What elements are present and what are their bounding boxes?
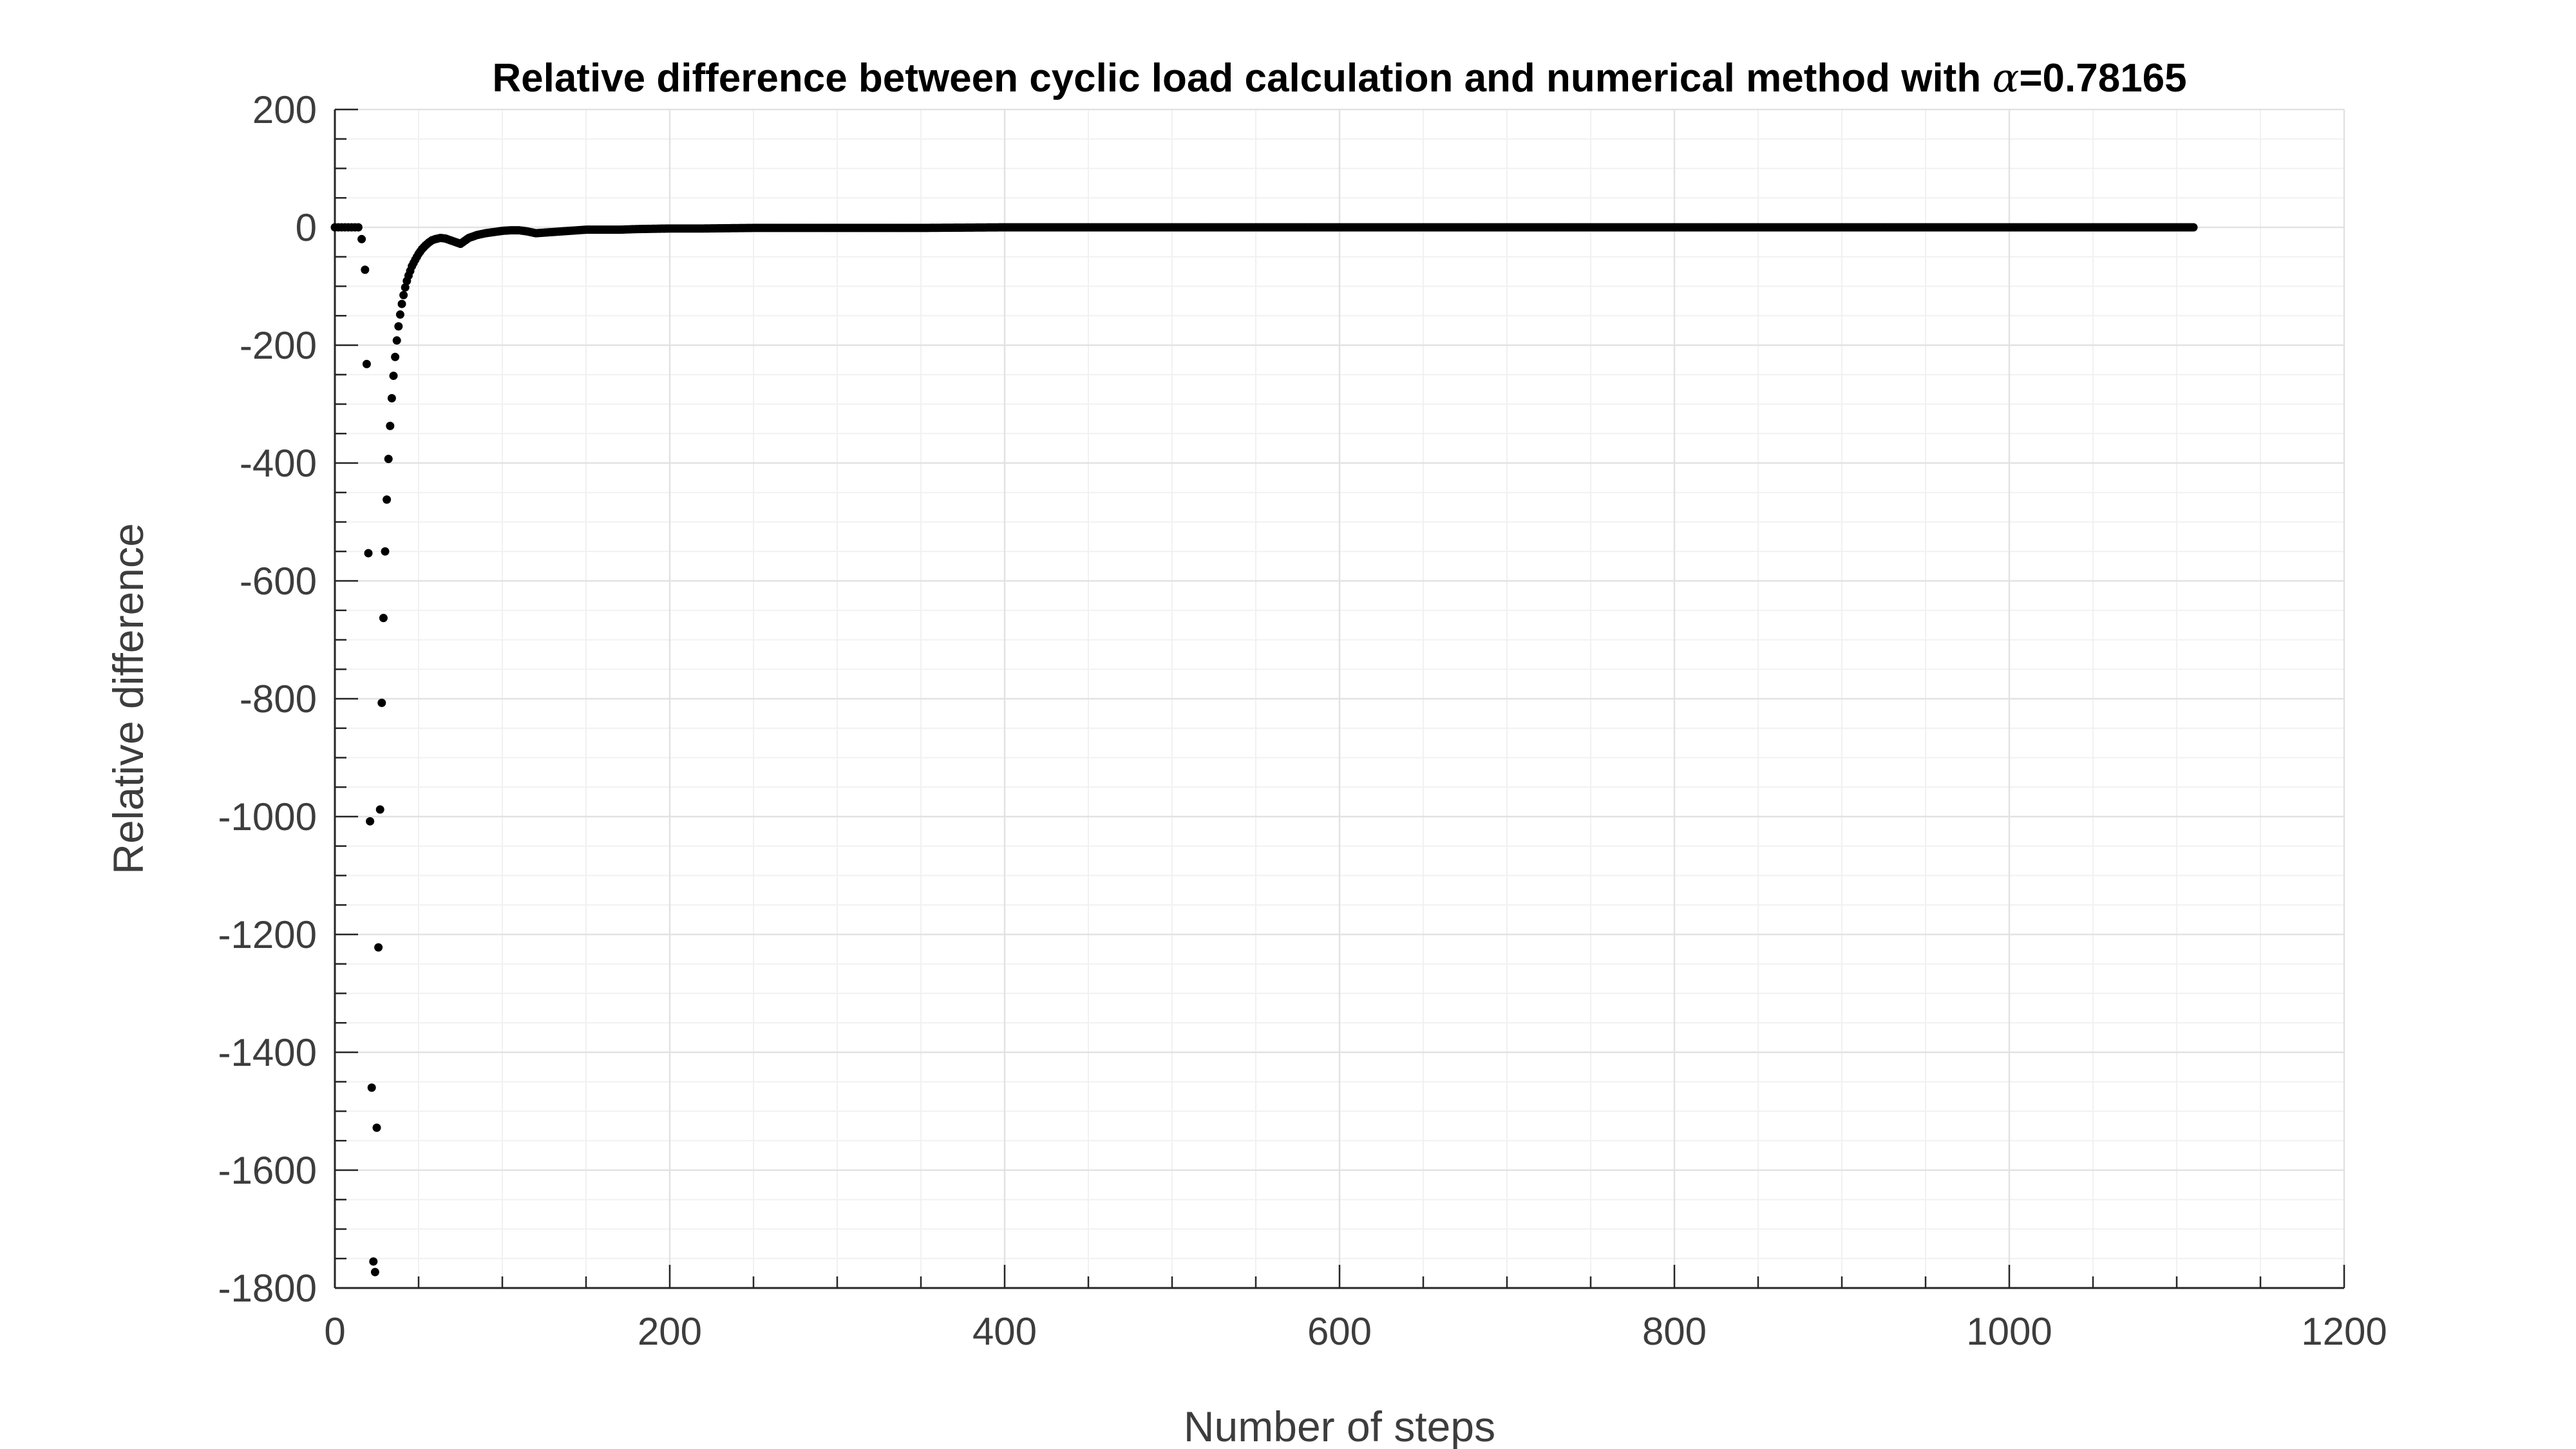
y-tick-label: -800 [240,677,317,721]
x-axis-label: Number of steps [1184,1403,1495,1449]
y-tick-label: -200 [240,324,317,367]
tick-labels: 0 200 400 600 800 1000 1200 200 0 -200 -400 -600 -80… [218,88,2387,1353]
data-point [364,549,373,558]
data-point [357,234,366,243]
data-point [383,495,392,504]
data-point [375,805,384,814]
x-tick-label: 400 [972,1310,1037,1353]
data-point [367,1083,376,1092]
x-tick-label: 200 [638,1310,702,1353]
y-tick-label: -1400 [218,1031,317,1074]
data-point [372,1123,381,1132]
data-point [391,352,400,361]
y-tick-label: -400 [240,442,317,485]
data-point [2189,223,2198,232]
chart-title-alpha-symbol: α [1992,54,2019,101]
data-point [399,290,408,299]
data-point [395,310,404,319]
data-point [381,547,390,556]
chart-title: Relative difference between cyclic load … [492,54,2186,101]
data-point [374,943,383,952]
y-tick-label: 0 [296,206,317,249]
data-point [387,393,396,402]
data-point [361,265,370,274]
data-point [384,455,393,464]
y-tick-label: -600 [240,560,317,603]
x-tick-label: 600 [1307,1310,1372,1353]
data-point [401,283,410,292]
y-tick-label: -1000 [218,795,317,838]
chart-title-prefix: Relative difference between cyclic load … [492,56,1992,100]
y-tick-label: -1800 [218,1267,317,1310]
y-axis-label: Relative difference [104,523,152,874]
data-point [386,421,395,430]
data-point [362,359,371,368]
data-point [366,817,375,826]
x-tick-label: 800 [1642,1310,1707,1353]
data-point [389,372,398,381]
data-point [379,614,388,623]
y-tick-label: -1200 [218,913,317,956]
x-tick-label: 1000 [1966,1310,2052,1353]
data-point [370,1267,379,1276]
data-points [330,223,2198,1276]
x-tick-label: 1200 [2301,1310,2387,1353]
chart-title-suffix: =0.78165 [2019,56,2186,100]
x-tick-label: 0 [324,1310,345,1353]
y-tick-label: -1600 [218,1149,317,1192]
data-point [377,698,386,707]
data-point [392,336,401,345]
data-point [394,322,403,331]
data-point [397,299,406,308]
y-tick-label: 200 [252,88,317,131]
data-point [369,1257,378,1266]
data-point [354,223,363,232]
